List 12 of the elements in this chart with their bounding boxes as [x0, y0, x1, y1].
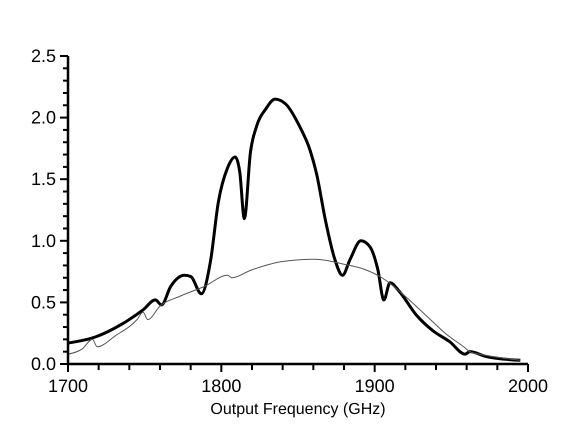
line-series	[68, 258, 521, 361]
x-tick-label: 1700	[48, 376, 88, 396]
x-axis-title: Output Frequency (GHz)	[210, 401, 386, 418]
x-tick-label: 2000	[508, 376, 548, 396]
y-tick-label: 2.5	[30, 46, 56, 66]
y-tick-label: 0.0	[30, 354, 56, 374]
x-tick-label: 1900	[354, 376, 395, 396]
y-tick-label: 0.5	[30, 292, 56, 312]
y-tick-label: 1.5	[30, 169, 56, 190]
y-tick-label: 1.0	[30, 230, 56, 251]
y-tick-label: 2.0	[30, 108, 56, 128]
x-tick-label: 1800	[201, 376, 242, 396]
